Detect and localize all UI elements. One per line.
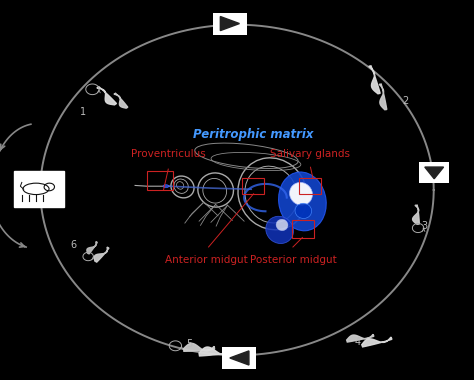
Text: 5: 5: [186, 339, 193, 349]
Polygon shape: [94, 247, 109, 262]
Ellipse shape: [295, 203, 312, 218]
Polygon shape: [346, 334, 374, 342]
Ellipse shape: [290, 182, 312, 205]
Polygon shape: [362, 337, 392, 347]
Polygon shape: [183, 344, 215, 351]
Bar: [14, 171, 64, 207]
Bar: [242, 178, 264, 194]
Text: 3: 3: [421, 221, 427, 231]
Bar: [213, 13, 247, 35]
Ellipse shape: [279, 172, 326, 231]
Text: 4: 4: [355, 337, 361, 347]
Text: 2: 2: [402, 96, 409, 106]
Text: Anterior midgut: Anterior midgut: [165, 255, 247, 265]
Polygon shape: [412, 205, 419, 224]
Bar: [299, 178, 321, 194]
Polygon shape: [97, 87, 117, 105]
Polygon shape: [379, 84, 387, 110]
Ellipse shape: [266, 216, 293, 244]
Text: 1: 1: [80, 107, 86, 117]
Text: 6: 6: [71, 240, 76, 250]
Bar: [292, 220, 314, 238]
Text: Salivary glands: Salivary glands: [271, 149, 350, 159]
Polygon shape: [230, 351, 249, 365]
Polygon shape: [114, 93, 128, 108]
Polygon shape: [425, 167, 444, 179]
Text: Peritrophic matrix: Peritrophic matrix: [193, 128, 314, 141]
Ellipse shape: [163, 185, 169, 188]
Text: Posterior midgut: Posterior midgut: [249, 255, 337, 265]
Bar: [222, 347, 256, 369]
Polygon shape: [369, 66, 380, 94]
Bar: [147, 171, 173, 190]
Text: Proventriculus: Proventriculus: [131, 149, 206, 159]
Polygon shape: [199, 347, 232, 356]
Bar: [419, 162, 449, 183]
Ellipse shape: [276, 219, 288, 231]
Polygon shape: [220, 16, 239, 31]
Polygon shape: [87, 242, 97, 254]
